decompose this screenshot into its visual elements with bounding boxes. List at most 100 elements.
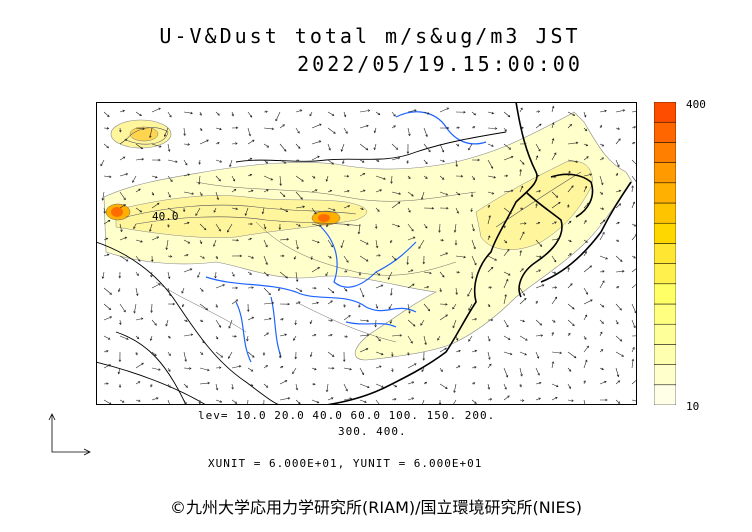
wind-arrow	[311, 334, 316, 337]
wind-arrow-head	[167, 225, 170, 228]
wind-arrow	[535, 190, 541, 193]
wind-arrow-head	[215, 305, 218, 308]
wind-arrow	[311, 399, 319, 403]
wind-arrow-head	[197, 182, 201, 185]
wind-arrow-head	[235, 299, 239, 302]
wind-arrow	[167, 383, 171, 388]
wind-arrow	[583, 127, 588, 132]
wind-arrow	[327, 111, 335, 116]
colorbar-step	[654, 243, 676, 264]
wind-arrow-head	[457, 270, 460, 274]
wind-arrow	[567, 351, 577, 359]
wind-arrow-head	[522, 293, 525, 296]
wind-arrow-head	[397, 156, 401, 160]
wind-arrow	[535, 255, 542, 258]
wind-arrow	[615, 319, 619, 325]
wind-arrow-head	[206, 139, 209, 142]
wind-arrow	[343, 398, 352, 401]
wind-arrow-head	[509, 352, 513, 356]
wind-arrow	[135, 239, 143, 243]
wind-arrow	[631, 359, 634, 369]
wind-arrow-head	[524, 297, 527, 301]
dust-plume-mid	[115, 195, 368, 238]
wind-arrow	[103, 220, 111, 225]
wind-arrow	[599, 303, 604, 308]
wind-arrow-head	[362, 172, 366, 176]
wind-arrow	[342, 159, 345, 164]
wind-arrow	[103, 350, 109, 353]
wind-arrow	[165, 319, 169, 327]
wind-arrow-head	[551, 331, 554, 335]
wind-arrow-head	[388, 306, 392, 310]
wind-arrow	[599, 319, 604, 324]
wind-arrow-head	[463, 110, 466, 114]
wind-arrow	[583, 265, 592, 273]
wind-arrow	[407, 207, 411, 213]
wind-arrow-head	[394, 258, 397, 261]
wind-arrow-head	[366, 333, 370, 337]
wind-arrow-head	[406, 161, 409, 164]
wind-arrow-head	[165, 323, 168, 327]
wind-arrow	[263, 318, 272, 321]
wind-arrow-head	[218, 178, 221, 182]
wind-arrow-head	[118, 385, 122, 389]
wind-arrow-head	[375, 306, 379, 309]
wind-arrow	[263, 255, 268, 265]
wind-arrow	[535, 111, 540, 113]
wind-arrow-head	[167, 276, 171, 280]
wind-arrow-head	[589, 265, 593, 268]
wind-arrow	[247, 316, 254, 321]
wind-arrow-head	[494, 258, 498, 261]
wind-arrow-head	[422, 261, 426, 265]
wind-arrow-head	[445, 193, 449, 196]
wind-arrow-head	[185, 385, 188, 388]
wind-arrow-head	[330, 300, 333, 303]
wind-arrow-head	[168, 293, 172, 297]
wind-arrow-head	[168, 353, 171, 357]
wind-arrow	[183, 143, 190, 145]
wind-arrow-head	[317, 240, 320, 244]
wind-arrow	[295, 287, 303, 292]
wind-arrow	[391, 143, 398, 150]
wind-arrow	[407, 397, 414, 401]
wind-arrow	[183, 222, 190, 225]
wind-arrow	[439, 223, 441, 233]
wind-arrow-head	[172, 210, 176, 213]
wind-arrow-head	[470, 194, 474, 198]
wind-arrow-head	[342, 359, 346, 363]
wind-arrow-head	[429, 271, 432, 275]
wind-arrow-head	[412, 236, 416, 240]
wind-arrow-head	[141, 362, 144, 366]
colorbar-step	[654, 303, 676, 325]
wind-arrow-head	[265, 161, 269, 164]
wind-arrow-head	[298, 224, 301, 227]
wind-arrow	[421, 399, 425, 405]
wind-arrow	[503, 156, 514, 161]
wind-arrow	[583, 173, 592, 177]
wind-arrow	[119, 173, 128, 177]
wind-arrow-head	[521, 268, 524, 271]
wind-arrow-head	[457, 365, 461, 368]
wind-arrow	[103, 399, 112, 405]
wind-arrow-head	[406, 262, 409, 265]
wind-arrow-head	[345, 131, 348, 134]
wind-arrow	[567, 220, 572, 225]
wind-arrow	[279, 159, 286, 164]
wind-arrow-head	[618, 138, 621, 141]
wind-arrow	[631, 255, 636, 259]
wind-arrow-head	[408, 210, 411, 213]
wind-arrow-head	[235, 286, 239, 290]
wind-arrow	[213, 207, 217, 213]
wind-arrow-head	[229, 164, 232, 168]
wind-arrow-head	[487, 387, 491, 390]
wind-arrow	[359, 348, 369, 353]
wind-arrow-head	[491, 192, 495, 195]
wind-arrow-head	[155, 175, 158, 179]
wind-arrow	[455, 350, 461, 353]
wind-arrow	[263, 127, 274, 130]
wind-arrow	[229, 159, 233, 167]
wind-arrow	[519, 107, 523, 113]
wind-arrow-head	[535, 300, 538, 304]
wind-arrow-head	[119, 322, 122, 326]
wind-arrow	[359, 173, 365, 177]
